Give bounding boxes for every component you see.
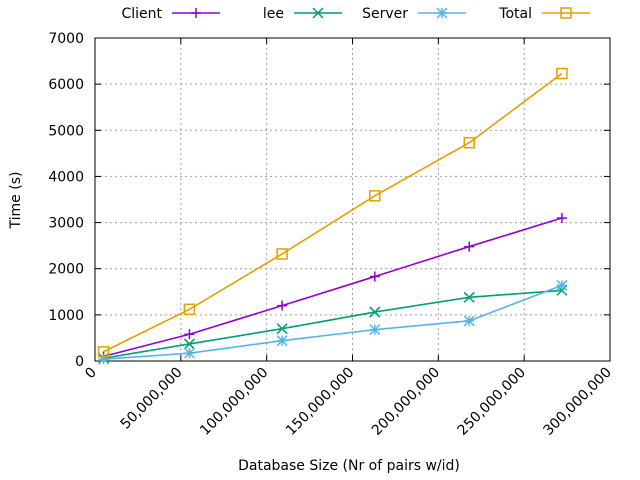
x-tick-label: 300,000,000 <box>541 365 615 439</box>
data-point-server <box>183 347 195 359</box>
legend: Client lee Server Total <box>121 6 590 22</box>
legend-label-server: Server <box>362 6 408 22</box>
data-point-lee <box>183 338 195 350</box>
x-tick-label: 50,000,000 <box>118 365 186 433</box>
data-point-server <box>556 279 568 291</box>
legend-item-total: Total <box>498 6 590 22</box>
x-tick-label: 250,000,000 <box>455 365 529 439</box>
legend-item-lee: lee <box>263 6 342 22</box>
data-point-total <box>97 346 110 358</box>
data-point-total <box>183 303 196 316</box>
x-tick-label: 200,000,000 <box>369 365 443 439</box>
series-server <box>98 279 568 365</box>
data-point-lee <box>463 291 475 303</box>
y-tick-label: 6000 <box>48 77 84 93</box>
x-tick-label: 100,000,000 <box>197 365 271 439</box>
data-point-lee <box>276 323 288 335</box>
series-line-lee <box>103 289 562 360</box>
series-group <box>97 67 568 365</box>
data-point-client <box>556 212 567 223</box>
data-point-total <box>276 248 288 260</box>
legend-marker-lee <box>312 7 324 19</box>
legend-marker-server <box>436 7 448 19</box>
series-line-total <box>103 72 563 353</box>
data-point-total <box>463 136 475 149</box>
y-tick-label: 5000 <box>48 123 84 139</box>
y-tick-label: 2000 <box>48 262 84 278</box>
series-line-client <box>103 217 563 358</box>
legend-label-total: Total <box>498 6 532 22</box>
legend-item-server: Server <box>362 6 466 22</box>
series-lee <box>98 284 568 364</box>
grid <box>95 38 610 361</box>
y-tick-label: 1000 <box>48 308 84 324</box>
data-point-client <box>464 241 475 252</box>
y-tick-label: 3000 <box>48 216 84 232</box>
series-line-server <box>103 284 563 360</box>
data-point-client <box>369 271 380 282</box>
data-point-total <box>556 67 568 80</box>
y-tick-label: 4000 <box>48 169 84 185</box>
x-tick-label: 0 <box>82 365 100 383</box>
y-axis-label: Time (s) <box>8 172 24 230</box>
legend-marker-total <box>560 7 572 19</box>
data-point-client <box>277 300 288 311</box>
data-point-client <box>184 329 195 340</box>
x-tick-label: 150,000,000 <box>283 365 357 439</box>
series-total <box>97 67 568 358</box>
data-point-server <box>98 353 110 365</box>
series-client <box>98 212 567 362</box>
data-point-server <box>369 324 381 336</box>
legend-marker-client <box>191 8 201 18</box>
data-point-lee <box>369 306 381 318</box>
legend-label-lee: lee <box>263 6 284 22</box>
data-point-server <box>463 315 475 327</box>
data-point-total <box>369 190 381 202</box>
axis-ticks: 0 1000 2000 3000 4000 5000 6000 7000 0 50,000,000… <box>48 31 614 439</box>
y-tick-label: 7000 <box>48 31 84 47</box>
y-tick-label: 0 <box>75 354 84 370</box>
legend-item-client: Client <box>121 6 220 22</box>
data-point-server <box>276 335 288 347</box>
legend-label-client: Client <box>121 6 162 22</box>
x-axis-label: Database Size (Nr of pairs w/id) <box>238 458 460 474</box>
